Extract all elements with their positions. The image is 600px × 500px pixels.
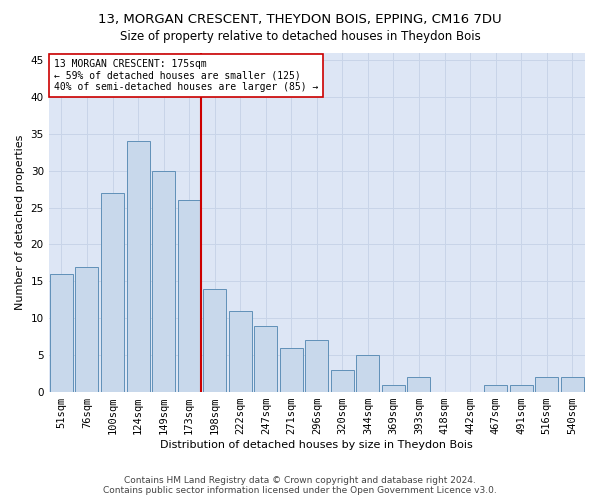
Bar	[127, 141, 149, 392]
X-axis label: Distribution of detached houses by size in Theydon Bois: Distribution of detached houses by size …	[160, 440, 473, 450]
Bar	[178, 200, 200, 392]
Text: Contains HM Land Registry data © Crown copyright and database right 2024.
Contai: Contains HM Land Registry data © Crown c…	[103, 476, 497, 495]
Bar	[561, 378, 584, 392]
Bar	[484, 384, 507, 392]
Bar	[229, 311, 252, 392]
Bar	[254, 326, 277, 392]
Bar	[76, 266, 98, 392]
Text: Size of property relative to detached houses in Theydon Bois: Size of property relative to detached ho…	[119, 30, 481, 43]
Bar	[382, 384, 405, 392]
Bar	[407, 378, 430, 392]
Bar	[50, 274, 73, 392]
Bar	[535, 378, 558, 392]
Text: 13, MORGAN CRESCENT, THEYDON BOIS, EPPING, CM16 7DU: 13, MORGAN CRESCENT, THEYDON BOIS, EPPIN…	[98, 12, 502, 26]
Bar	[101, 193, 124, 392]
Bar	[203, 288, 226, 392]
Bar	[356, 355, 379, 392]
Bar	[331, 370, 354, 392]
Bar	[305, 340, 328, 392]
Bar	[509, 384, 533, 392]
Text: 13 MORGAN CRESCENT: 175sqm
← 59% of detached houses are smaller (125)
40% of sem: 13 MORGAN CRESCENT: 175sqm ← 59% of deta…	[54, 60, 319, 92]
Bar	[280, 348, 303, 392]
Bar	[152, 170, 175, 392]
Y-axis label: Number of detached properties: Number of detached properties	[15, 134, 25, 310]
